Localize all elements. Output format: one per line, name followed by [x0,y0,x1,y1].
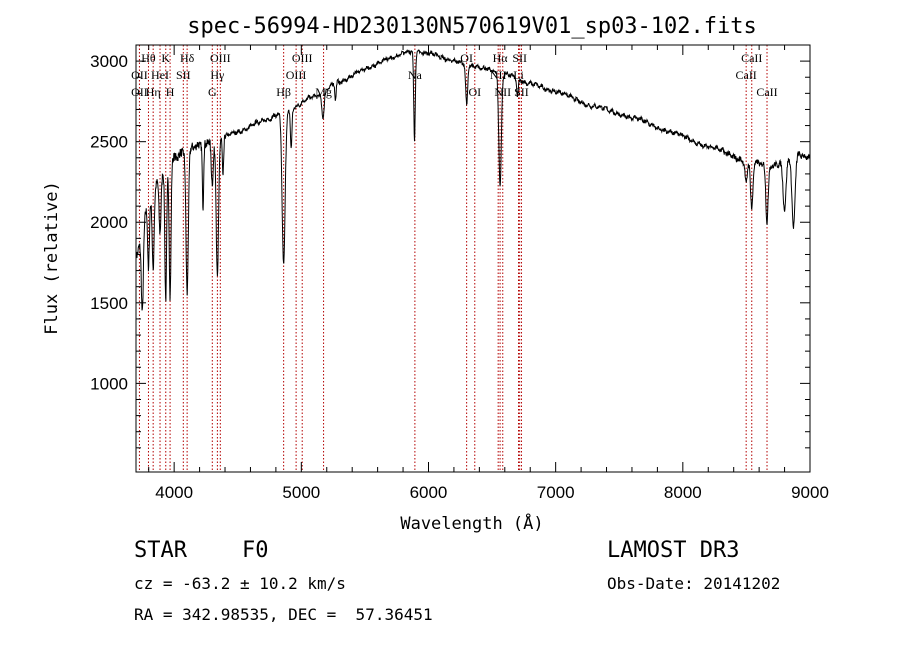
line-marker-label: K [161,51,170,65]
x-tick-label: 7000 [537,483,575,502]
line-marker-label: Hη [146,85,161,99]
chart-title: spec-56994-HD230130N570619V01_sp03-102.f… [187,14,757,39]
y-tick-label: 1000 [90,374,128,393]
redshift-value: cz = -63.2 ± 10.2 km/s [134,574,346,593]
coordinates: RA = 342.98535, DEC = 57.36451 [134,605,433,624]
x-axis: 4000 5000 6000 7000 8000 9000 [148,45,829,502]
y-tick-label: 2000 [90,213,128,232]
line-marker-label: Hδ [180,51,195,65]
line-marker-label: HeI [151,68,169,82]
x-tick-label: 6000 [410,483,448,502]
line-marker-label: CaII [735,68,756,82]
spectrum-line [135,49,811,311]
x-tick-label: 4000 [155,483,193,502]
line-marker-label: CaII [741,51,762,65]
observation-date: Obs-Date: 20141202 [607,574,781,593]
x-tick-label: 9000 [791,483,829,502]
survey-name: LAMOST DR3 [607,538,740,563]
line-marker-label: Hθ [141,51,156,65]
y-tick-label: 3000 [90,52,128,71]
line-marker-label: H [166,85,175,99]
object-class: STAR [134,538,187,563]
x-tick-label: 5000 [282,483,320,502]
line-marker-label: CaII [756,85,777,99]
object-subclass: F0 [242,538,269,563]
y-tick-label: 2500 [90,133,128,152]
line-marker-label: Na [408,68,423,82]
x-axis-label: Wavelength (Å) [400,512,543,534]
line-marker-label: OI [460,51,473,65]
x-tick-label: 8000 [664,483,702,502]
y-axis-label: Flux (relative) [42,181,62,335]
line-marker-label: OIII [292,51,313,65]
line-marker-label: OI [468,85,481,99]
line-marker-label: OII [131,85,148,99]
line-marker-label: SII [512,51,527,65]
y-tick-label: 1500 [90,294,128,313]
line-marker-label: OII [131,68,148,82]
y-axis: 1000 1500 2000 2500 3000 [90,44,810,449]
line-marker-label: Hβ [276,85,291,99]
line-marker-label: OIII [286,68,307,82]
line-marker-label: Hγ [210,68,225,82]
line-marker-label: G [208,85,217,99]
line-marker-lines [138,45,768,472]
line-marker-label: SII [176,68,191,82]
plot-frame [135,44,811,473]
line-marker-label: Li [513,68,524,82]
line-marker-label: OIII [210,51,231,65]
line-marker-label: Hα [493,51,509,65]
